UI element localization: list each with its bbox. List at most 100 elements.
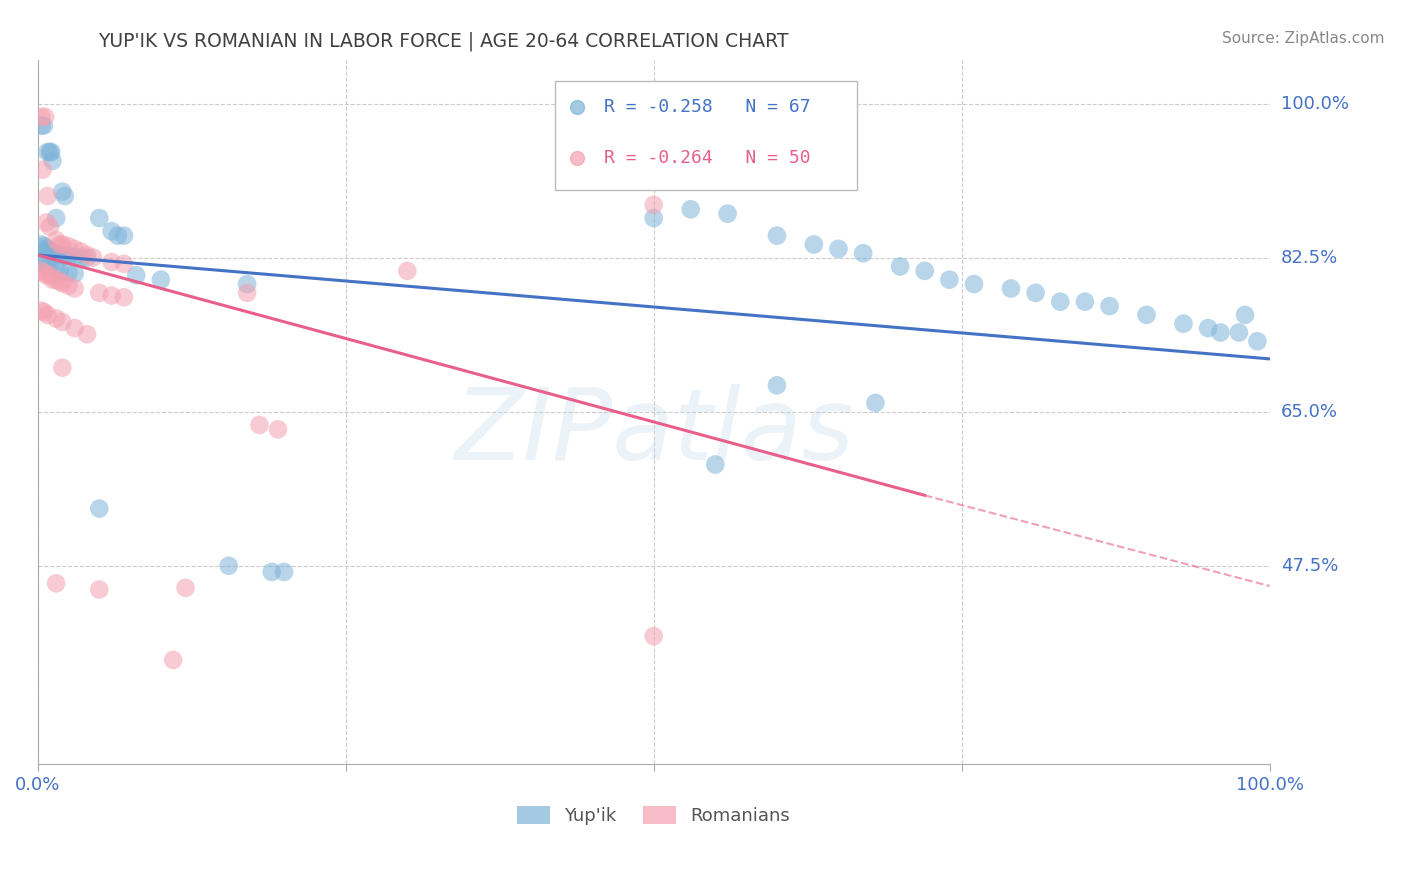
Point <box>717 207 740 221</box>
Point <box>30 264 52 278</box>
Point <box>44 246 66 260</box>
Point <box>236 277 259 291</box>
Point <box>1049 294 1071 309</box>
Point <box>32 257 55 271</box>
Point <box>938 273 960 287</box>
Point <box>45 211 67 225</box>
Point <box>45 576 67 591</box>
Point <box>51 248 73 262</box>
Point <box>69 251 91 265</box>
Point <box>30 119 52 133</box>
Point <box>37 189 59 203</box>
Point <box>39 145 62 159</box>
Point <box>63 321 86 335</box>
Point <box>30 110 52 124</box>
Point <box>76 251 98 265</box>
Point <box>30 237 52 252</box>
Point <box>51 237 73 252</box>
Point <box>53 249 76 263</box>
Point <box>1135 308 1157 322</box>
Point <box>69 244 91 259</box>
Point <box>1227 326 1250 340</box>
Point <box>852 246 875 260</box>
Point <box>58 249 80 263</box>
Point <box>41 273 63 287</box>
Point <box>112 228 135 243</box>
Point <box>35 241 58 255</box>
Point <box>1025 285 1047 300</box>
Point <box>1246 334 1268 349</box>
Text: R = -0.258   N = 67: R = -0.258 N = 67 <box>605 98 811 117</box>
Text: ZIPatlas: ZIPatlas <box>454 384 853 482</box>
Point <box>32 305 55 319</box>
Point <box>76 327 98 342</box>
Text: 47.5%: 47.5% <box>1281 557 1339 574</box>
Point <box>643 198 665 212</box>
Point <box>51 185 73 199</box>
Point <box>1000 281 1022 295</box>
Point <box>34 110 56 124</box>
Point <box>125 268 148 283</box>
Point <box>45 246 67 260</box>
Point <box>37 242 59 256</box>
Point <box>1098 299 1121 313</box>
Point <box>49 275 72 289</box>
Point <box>273 565 295 579</box>
Text: 100.0%: 100.0% <box>1281 95 1348 112</box>
Point <box>30 255 52 269</box>
Point <box>89 582 111 597</box>
Point <box>1074 294 1097 309</box>
Point <box>51 315 73 329</box>
Point <box>567 156 589 170</box>
Point <box>32 119 55 133</box>
Point <box>1197 321 1219 335</box>
Point <box>1234 308 1257 322</box>
Point <box>49 248 72 262</box>
Point <box>42 246 65 260</box>
Point <box>49 237 72 252</box>
Text: YUP'IK VS ROMANIAN IN LABOR FORCE | AGE 20-64 CORRELATION CHART: YUP'IK VS ROMANIAN IN LABOR FORCE | AGE … <box>98 31 789 51</box>
Point <box>51 360 73 375</box>
Point <box>82 251 104 265</box>
Point <box>63 242 86 256</box>
Point <box>1173 317 1195 331</box>
Point <box>30 303 52 318</box>
Point <box>35 215 58 229</box>
Point <box>112 290 135 304</box>
Point <box>149 273 172 287</box>
Point <box>37 308 59 322</box>
Point <box>39 244 62 259</box>
Point <box>260 565 283 579</box>
Point <box>63 281 86 295</box>
Point <box>32 266 55 280</box>
Point <box>53 189 76 203</box>
Point <box>45 233 67 247</box>
Point <box>39 260 62 274</box>
Point <box>38 244 60 258</box>
Point <box>914 264 936 278</box>
Text: 65.0%: 65.0% <box>1281 402 1339 421</box>
Point <box>766 228 789 243</box>
Point <box>45 311 67 326</box>
Point <box>679 202 702 217</box>
Point <box>643 211 665 225</box>
Text: Source: ZipAtlas.com: Source: ZipAtlas.com <box>1222 31 1385 46</box>
Point <box>89 285 111 300</box>
Point <box>567 219 589 234</box>
FancyBboxPatch shape <box>555 81 858 190</box>
Legend: Yup'ik, Romanians: Yup'ik, Romanians <box>517 805 790 825</box>
Point <box>236 285 259 300</box>
Point <box>865 396 887 410</box>
Point <box>112 257 135 271</box>
Point <box>76 248 98 262</box>
Point <box>31 162 53 177</box>
Point <box>107 228 129 243</box>
Point <box>643 629 665 643</box>
Point <box>218 558 240 573</box>
Point <box>174 581 197 595</box>
Point <box>803 237 825 252</box>
Point <box>827 242 849 256</box>
Point <box>249 417 271 432</box>
Point <box>32 239 55 253</box>
Point <box>45 273 67 287</box>
